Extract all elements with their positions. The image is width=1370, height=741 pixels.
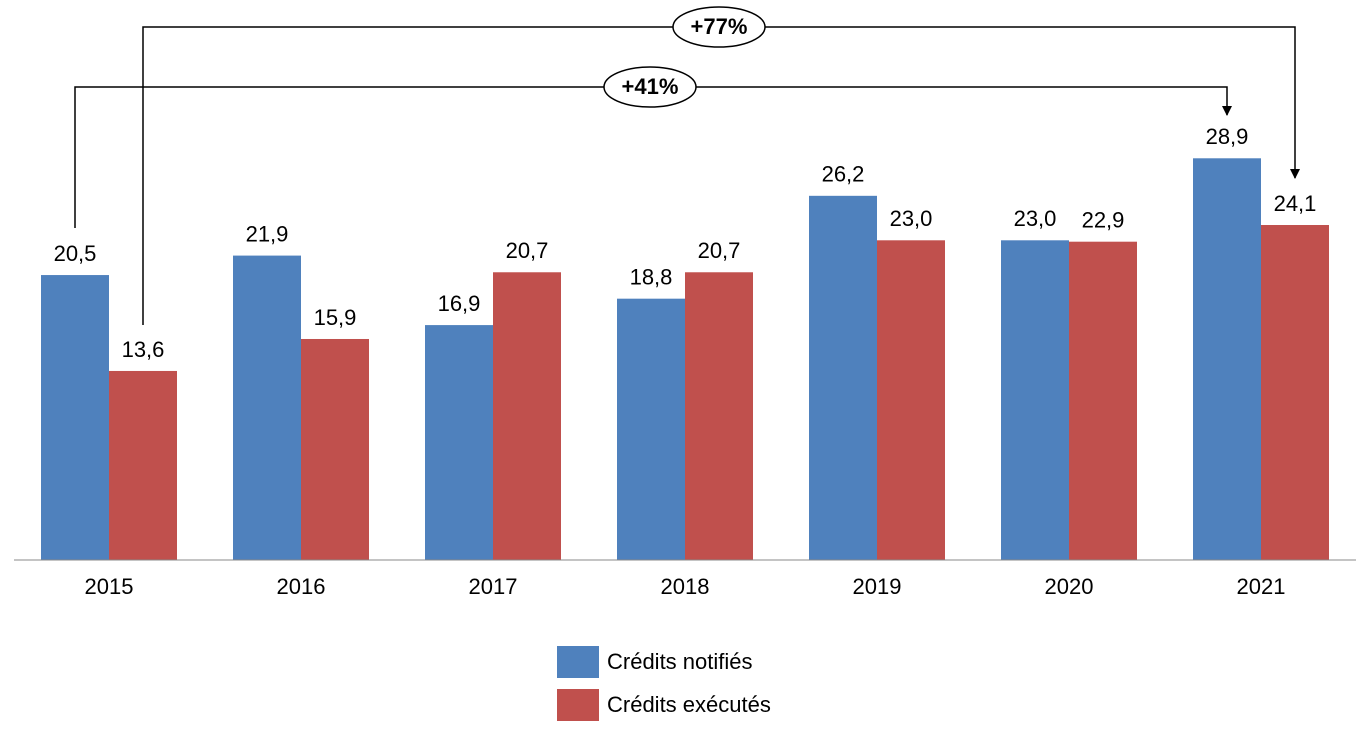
data-label: 24,1: [1274, 191, 1317, 216]
x-tick-label: 2015: [85, 574, 134, 599]
data-label: 22,9: [1082, 208, 1125, 233]
data-label: 21,9: [246, 221, 289, 246]
legend-swatch: [557, 689, 599, 721]
data-label: 13,6: [122, 337, 165, 362]
bar: [809, 195, 877, 560]
bar: [425, 325, 493, 560]
annotation: +77%: [691, 14, 748, 39]
bar: [685, 272, 753, 560]
data-label: 15,9: [314, 305, 357, 330]
bar: [233, 255, 301, 560]
data-label: 20,5: [54, 241, 97, 266]
data-label: 28,9: [1206, 124, 1249, 149]
bar: [877, 240, 945, 561]
bar: [617, 298, 685, 560]
data-label: 26,2: [822, 162, 865, 187]
data-label: 23,0: [1014, 206, 1057, 231]
data-label: 20,7: [698, 238, 741, 263]
data-label: 20,7: [506, 238, 549, 263]
x-tick-label: 2021: [1237, 574, 1286, 599]
data-label: 18,8: [630, 264, 673, 289]
legend-swatch: [557, 646, 599, 678]
bar: [109, 370, 177, 560]
annotation-bubble: [603, 66, 697, 108]
bar: [1193, 158, 1261, 561]
bar: [41, 275, 109, 560]
x-tick-label: 2017: [469, 574, 518, 599]
legend-label: Crédits exécutés: [607, 692, 771, 717]
bar: [1261, 225, 1329, 560]
bar: [1069, 241, 1137, 560]
x-tick-label: 2016: [277, 574, 326, 599]
bar: [493, 272, 561, 560]
data-label: 23,0: [890, 206, 933, 231]
x-tick-label: 2019: [853, 574, 902, 599]
x-tick-label: 2018: [661, 574, 710, 599]
x-tick-label: 2020: [1045, 574, 1094, 599]
legend-label: Crédits notifiés: [607, 649, 753, 674]
annotation: +41%: [622, 74, 679, 99]
bar: [1001, 240, 1069, 561]
bar: [301, 338, 369, 560]
annotation-bubble: [672, 6, 766, 48]
data-label: 16,9: [438, 291, 481, 316]
